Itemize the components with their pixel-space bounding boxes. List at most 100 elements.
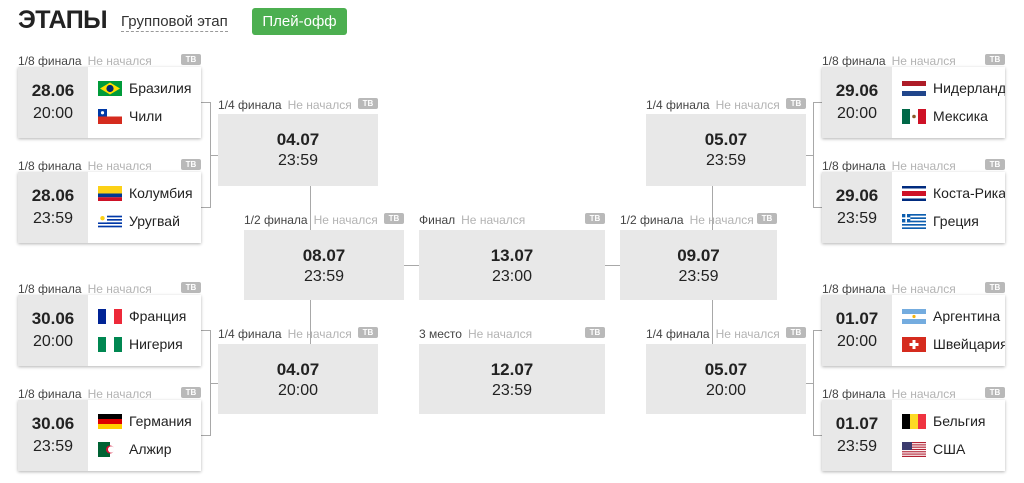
tv-icon[interactable]: ТВ [786,98,806,109]
match-header: 1/8 финала Не начался ТВ [822,54,1005,68]
match-card[interactable]: 01.07 20:00 Аргентина Швейцария [822,295,1005,366]
match-status: Не начался [891,282,956,296]
match-header: 1/8 финала Не начался ТВ [18,54,201,68]
team-row[interactable]: Бразилия [98,78,201,98]
sf-header: 1/2 финала Не начался ТВ [244,213,404,227]
argentina-flag-icon [902,309,926,324]
tv-icon[interactable]: ТВ [181,282,201,293]
team-name: Франция [129,308,187,324]
greece-flag-icon [902,214,926,229]
r16-match-7[interactable]: 1/8 финала Не начался ТВ 01.07 20:00 Аргент… [822,282,1005,366]
team-row[interactable]: Бельгия [902,411,1005,431]
nigeria-flag-icon [98,337,122,352]
match-stage: 1/4 финала [646,327,710,341]
qf-header: 1/4 финала Не начался ТВ [646,327,806,341]
tv-icon[interactable]: ТВ [985,159,1005,170]
match-time: 20:00 [705,382,747,399]
team-row[interactable]: Германия [98,411,201,431]
tv-icon[interactable]: ТВ [585,327,605,338]
tv-icon[interactable]: ТВ [358,327,378,338]
match-status: Не начался [87,159,152,173]
match-time: 20:00 [32,333,74,350]
team-name: Уругвай [129,213,180,229]
tv-icon[interactable]: ТВ [985,54,1005,65]
team-row[interactable]: США [902,439,1005,459]
match-stage: 1/4 финала [646,98,710,112]
team-row[interactable]: Нигерия [98,334,201,354]
team-row[interactable]: Колумбия [98,183,201,203]
r16-match-8[interactable]: 1/8 финала Не начался ТВ 01.07 23:59 Бельги… [822,387,1005,471]
match-date: 30.06 [31,309,75,328]
match-card[interactable]: 28.06 20:00 Бразилия Чили [18,67,201,138]
qf-match-1[interactable]: 04.07 23:59 [218,114,378,186]
match-time: 23:59 [491,382,533,399]
r16-match-6[interactable]: 1/8 финала Не начался ТВ 29.06 23:59 Коста-… [822,159,1005,243]
match-date: 05.07 [704,360,748,379]
tv-icon[interactable]: ТВ [181,159,201,170]
tv-icon[interactable]: ТВ [985,387,1005,398]
tv-icon[interactable]: ТВ [585,213,605,224]
qf-header: 1/4 финала Не начался ТВ [646,98,806,112]
r16-match-4[interactable]: 1/8 финала Не начался ТВ 30.06 23:59 Герман… [18,387,201,471]
match-card[interactable]: 30.06 20:00 Франция Нигерия [18,295,201,366]
page-title: ЭТАПЫ [18,6,108,34]
r16-match-3[interactable]: 1/8 финала Не начался ТВ 30.06 20:00 Франци… [18,282,201,366]
team-name: Нигерия [129,336,183,352]
r16-match-5[interactable]: 1/8 финала Не начался ТВ 29.06 20:00 Нидерл… [822,54,1005,138]
team-row[interactable]: Коста-Рика [902,183,1005,203]
final-match[interactable]: 13.07 23:00 [419,230,605,300]
qf-match-2[interactable]: 04.07 20:00 [218,344,378,414]
match-datetime: 29.06 20:00 [822,67,892,138]
tab-playoff[interactable]: Плей-офф [252,8,347,35]
match-card[interactable]: 30.06 23:59 Германия Алжир [18,400,201,471]
match-header: 1/8 финала Не начался ТВ [18,282,201,296]
match-datetime: 01.07 23:59 [822,400,892,471]
match-status: Не начался [715,98,780,112]
match-card[interactable]: 29.06 23:59 Коста-Рика Греция [822,172,1005,243]
tv-icon[interactable]: ТВ [384,213,404,224]
match-status: Не начался [715,327,780,341]
r16-match-2[interactable]: 1/8 финала Не начался ТВ 28.06 23:59 Колумб… [18,159,201,243]
team-row[interactable]: Алжир [98,439,201,459]
r16-match-1[interactable]: 1/8 финала Не начался ТВ 28.06 20:00 Бразил… [18,54,201,138]
match-datetime: 29.06 23:59 [822,172,892,243]
tv-icon[interactable]: ТВ [181,54,201,65]
match-datetime: 28.06 23:59 [18,172,88,243]
team-row[interactable]: Чили [98,106,201,126]
france-flag-icon [98,309,122,324]
team-row[interactable]: Нидерланды [902,78,1005,98]
qf-match-4[interactable]: 05.07 20:00 [646,344,806,414]
qf-match-3[interactable]: 05.07 23:59 [646,114,806,186]
team-row[interactable]: Мексика [902,106,1005,126]
team-row[interactable]: Уругвай [98,211,201,231]
third-place-match[interactable]: 12.07 23:59 [419,344,605,414]
match-stage: 1/8 финала [822,54,886,68]
match-date: 01.07 [835,309,879,328]
match-time: 20:00 [277,382,319,399]
netherlands-flag-icon [902,81,926,96]
tv-icon[interactable]: ТВ [358,98,378,109]
team-row[interactable]: Греция [902,211,1005,231]
team-name: Германия [129,413,192,429]
team-row[interactable]: Франция [98,306,201,326]
team-name: Чили [129,108,163,124]
team-row[interactable]: Швейцария [902,334,1005,354]
tv-icon[interactable]: ТВ [985,282,1005,293]
team-name: Греция [933,213,979,229]
tab-group-stage[interactable]: Групповой этап [121,13,228,32]
match-time: 23:59 [277,152,319,169]
match-date: 01.07 [835,414,879,433]
match-date: 05.07 [704,130,748,149]
match-card[interactable]: 01.07 23:59 Бельгия США [822,400,1005,471]
match-card[interactable]: 28.06 23:59 Колумбия Уругвай [18,172,201,243]
brazil-flag-icon [98,81,122,96]
sf-match-2[interactable]: 09.07 23:59 [620,230,777,300]
sf-match-1[interactable]: 08.07 23:59 [244,230,404,300]
match-date: 04.07 [276,130,320,149]
tv-icon[interactable]: ТВ [757,213,777,224]
tv-icon[interactable]: ТВ [786,327,806,338]
team-row[interactable]: Аргентина [902,306,1005,326]
qf-header: 1/4 финала Не начался ТВ [218,98,378,112]
tv-icon[interactable]: ТВ [181,387,201,398]
match-card[interactable]: 29.06 20:00 Нидерланды Мексика [822,67,1005,138]
